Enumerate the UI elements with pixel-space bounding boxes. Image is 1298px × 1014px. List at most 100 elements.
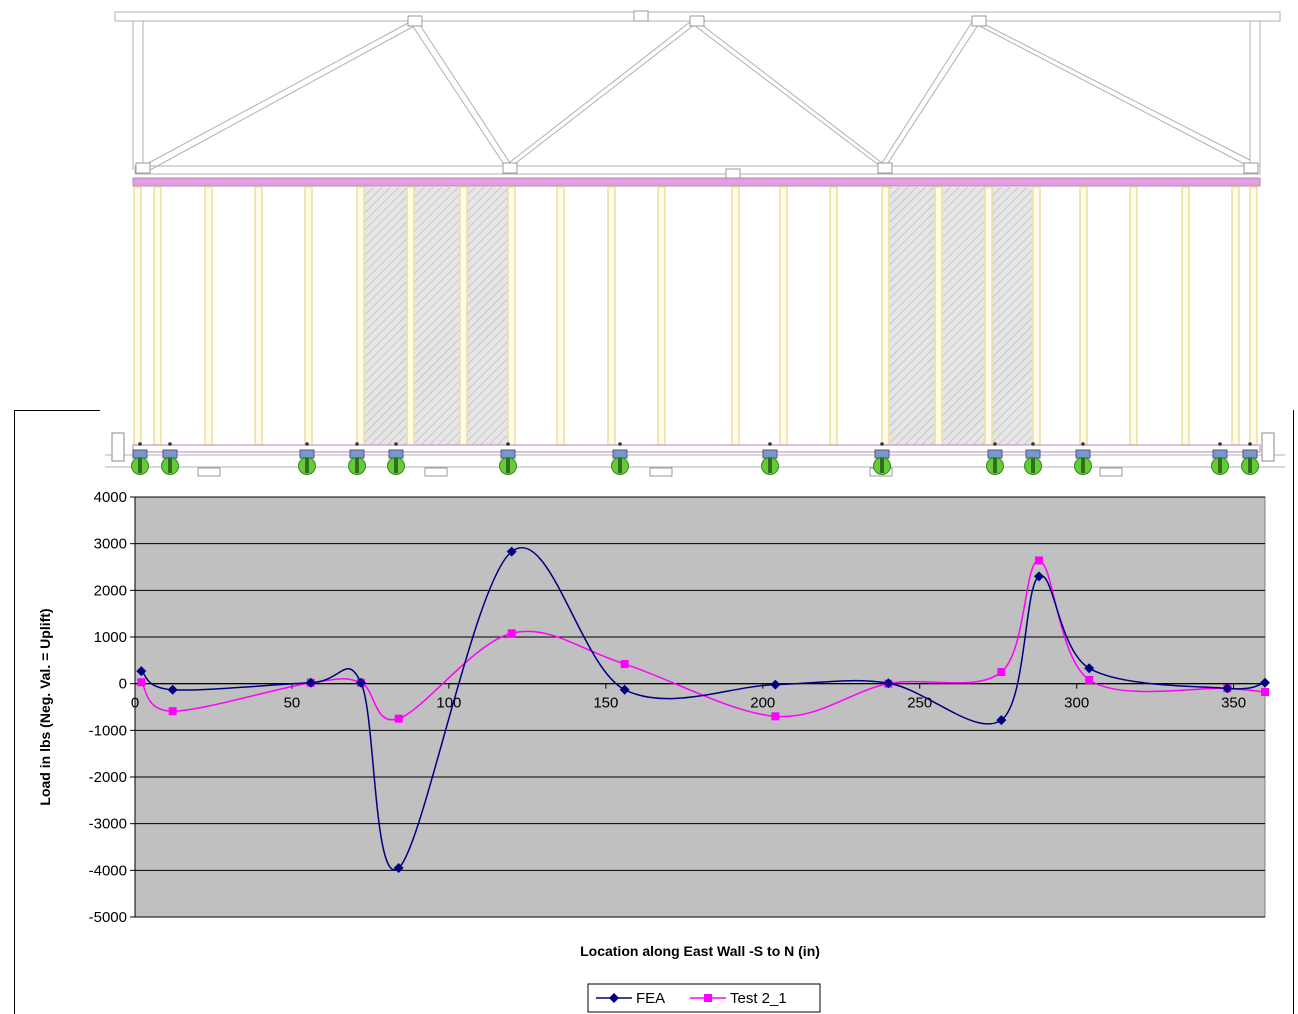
load-cell-stem <box>880 458 884 473</box>
anchor-bolt-icon <box>1031 442 1035 446</box>
load-cell-cap-icon <box>349 449 365 459</box>
anchor-bolt-icon <box>880 442 884 446</box>
y-tick-label: 1000 <box>94 629 127 646</box>
plot-area: 0 50 100 150 200 250 300 350 4000 3000 2000 1000 0 -… <box>89 489 1270 926</box>
x-tick-label: 250 <box>907 695 932 712</box>
wall-stud <box>1129 186 1138 446</box>
load-cell-stem <box>1218 458 1222 473</box>
load-cell-cap-icon <box>987 449 1003 459</box>
truss-web <box>697 21 887 167</box>
load-cell-cap-icon <box>762 449 778 459</box>
truss-web <box>511 21 699 167</box>
legend-label: Test 2_1 <box>730 990 787 1007</box>
data-point <box>506 546 517 557</box>
wall-stud <box>204 186 213 446</box>
base-block <box>197 467 221 477</box>
wall-truss-drawing <box>105 10 1285 477</box>
base-block <box>649 467 673 477</box>
legend-marker <box>704 994 712 1002</box>
wall-stud <box>1032 186 1041 446</box>
load-cell-cap-icon <box>162 449 178 459</box>
load-cell-cap-icon <box>299 449 315 459</box>
wall-stud <box>984 186 993 446</box>
truss-web <box>504 21 691 167</box>
y-tick-label: 4000 <box>94 489 127 506</box>
load-cell-cap-icon <box>132 449 148 459</box>
load-cell-stem <box>168 458 172 473</box>
y-tick-label: 3000 <box>94 536 127 553</box>
wall-stud <box>657 186 666 446</box>
x-axis-title: Location along East Wall -S to N (in) <box>580 943 820 959</box>
data-point <box>1085 675 1094 684</box>
anchor-bolt-icon <box>993 442 997 446</box>
data-point <box>771 712 780 721</box>
data-point <box>996 715 1007 726</box>
series-fea <box>136 546 1270 873</box>
data-point <box>619 684 630 695</box>
data-point <box>770 679 781 690</box>
truss-bottom-chord <box>134 165 1261 175</box>
truss-web <box>409 21 506 167</box>
anchor-bolt-icon <box>768 442 772 446</box>
data-point <box>393 863 404 873</box>
wall-stud <box>153 186 162 446</box>
data-point <box>997 668 1006 676</box>
gusset-plate <box>633 10 649 22</box>
truss-web <box>142 21 411 167</box>
wall-bottom-plate <box>132 444 1261 453</box>
data-point <box>1084 663 1095 674</box>
wall-top-plate <box>132 177 1261 187</box>
y-tick-label: -2000 <box>89 769 127 786</box>
wall-stud <box>607 186 616 446</box>
wall-stud <box>1079 186 1088 446</box>
truss-web <box>417 21 513 167</box>
load-cell-stem <box>1248 458 1252 473</box>
y-tick-label: 0 <box>119 676 127 693</box>
load-cell-cap-icon <box>1075 449 1091 459</box>
data-point <box>136 666 147 677</box>
load-cell-stem <box>993 458 997 473</box>
anchor-bolt-icon <box>1218 442 1222 446</box>
base-block <box>1099 467 1123 477</box>
y-tick-label: -1000 <box>89 722 127 739</box>
data-point <box>620 660 629 669</box>
load-cell-cap-icon <box>612 449 628 459</box>
data-point <box>1261 688 1269 697</box>
data-point <box>356 677 366 688</box>
y-axis-title: Load in lbs (Neg. Val. = Uplift) <box>37 608 53 805</box>
load-cell-stem <box>305 458 309 473</box>
anchor-bolt-icon <box>305 442 309 446</box>
wall-stud <box>829 186 838 446</box>
wall-stud <box>507 186 516 446</box>
load-cell-stem <box>355 458 359 473</box>
legend-label: FEA <box>636 990 665 1007</box>
data-point <box>1035 556 1043 565</box>
wall-stud <box>356 186 365 446</box>
wall-stud <box>1249 186 1258 446</box>
data-point <box>1222 683 1233 694</box>
data-point <box>394 714 403 723</box>
load-cell-cap-icon <box>874 449 890 459</box>
anchor-bolt-icon <box>138 442 142 446</box>
wall-stud <box>406 186 415 446</box>
wall-stud <box>1181 186 1190 446</box>
load-cell-cap-icon <box>1242 449 1258 459</box>
gusset-plate <box>971 15 987 27</box>
truss-web <box>149 24 417 171</box>
truss-web <box>979 21 1251 161</box>
x-tick-label: 100 <box>436 695 461 712</box>
gridlines <box>135 496 1265 918</box>
anchor-bolt-icon <box>618 442 622 446</box>
wall-stud <box>881 186 890 446</box>
gusset-plate <box>877 162 893 174</box>
wall-stud <box>731 186 740 446</box>
wall-stud <box>133 186 142 446</box>
shear-panel <box>882 187 1032 445</box>
y-tick-label: -3000 <box>89 816 127 833</box>
legend-item: Test 2_1 <box>690 990 787 1007</box>
load-cell-stem <box>506 458 510 473</box>
wall-stud <box>779 186 788 446</box>
load-cell-stem <box>1081 458 1085 473</box>
legend-marker <box>609 993 619 1003</box>
